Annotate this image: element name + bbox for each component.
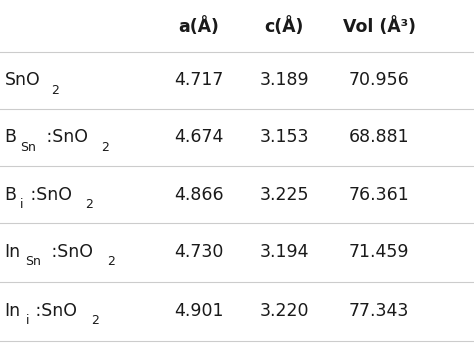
Text: 4.674: 4.674 <box>174 129 224 146</box>
Text: 71.459: 71.459 <box>349 243 410 261</box>
Text: Sn: Sn <box>26 255 41 268</box>
Text: 77.343: 77.343 <box>349 302 410 320</box>
Text: :SnO: :SnO <box>25 186 72 203</box>
Text: i: i <box>20 198 24 211</box>
Text: 70.956: 70.956 <box>349 71 410 89</box>
Text: i: i <box>26 314 29 327</box>
Text: B: B <box>5 186 17 203</box>
Text: 4.866: 4.866 <box>174 186 224 203</box>
Text: In: In <box>5 302 21 320</box>
Text: 4.717: 4.717 <box>174 71 224 89</box>
Text: 4.901: 4.901 <box>174 302 224 320</box>
Text: 2: 2 <box>85 198 93 211</box>
Text: 76.361: 76.361 <box>349 186 410 203</box>
Text: In: In <box>5 243 21 261</box>
Text: 3.220: 3.220 <box>260 302 309 320</box>
Text: 2: 2 <box>107 255 115 268</box>
Text: 3.225: 3.225 <box>260 186 309 203</box>
Text: 2: 2 <box>101 141 109 154</box>
Text: 3.189: 3.189 <box>260 71 309 89</box>
Text: a(Å): a(Å) <box>179 17 219 36</box>
Text: :SnO: :SnO <box>30 302 77 320</box>
Text: 2: 2 <box>91 314 99 327</box>
Text: :SnO: :SnO <box>46 243 93 261</box>
Text: B: B <box>5 129 17 146</box>
Text: 3.194: 3.194 <box>260 243 309 261</box>
Text: 68.881: 68.881 <box>349 129 410 146</box>
Text: Sn: Sn <box>20 141 36 154</box>
Text: Vol (Å³): Vol (Å³) <box>343 17 416 36</box>
Text: 3.153: 3.153 <box>260 129 309 146</box>
Text: 2: 2 <box>51 84 59 97</box>
Text: c(Å): c(Å) <box>264 17 304 36</box>
Text: 4.730: 4.730 <box>174 243 224 261</box>
Text: SnO: SnO <box>5 71 40 89</box>
Text: :SnO: :SnO <box>41 129 88 146</box>
